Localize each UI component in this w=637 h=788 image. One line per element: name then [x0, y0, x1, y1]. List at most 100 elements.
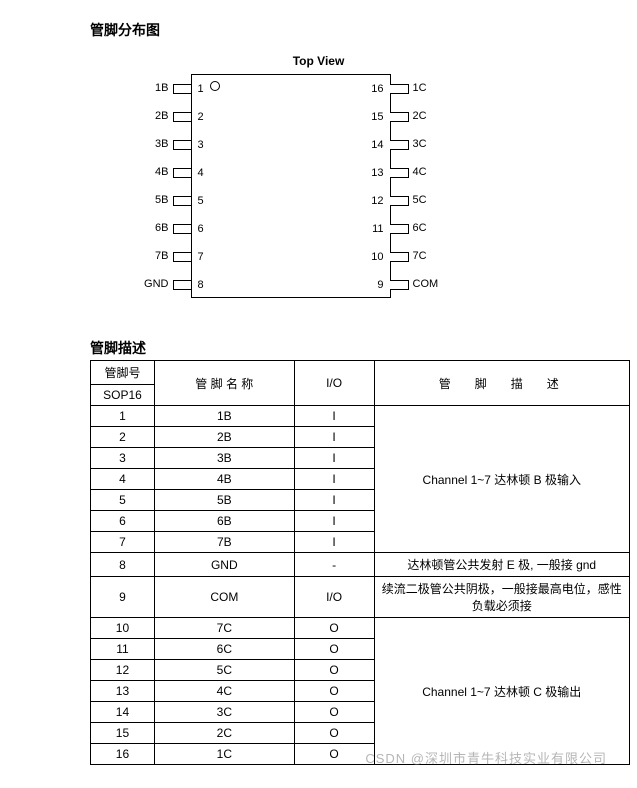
pin-label: 4C	[413, 158, 443, 186]
cell-pinno: 1	[91, 406, 155, 427]
pin-leg	[173, 102, 191, 130]
cell-name: 4C	[154, 681, 294, 702]
pin-number: 7	[198, 243, 204, 271]
pin-leg	[173, 242, 191, 270]
cell-pinno: 3	[91, 448, 155, 469]
pin-label: 1C	[413, 74, 443, 102]
pin-number: 14	[371, 131, 383, 159]
cell-pinno: 10	[91, 618, 155, 639]
right-pin-numbers: 16 15 14 13 12 11 10 9	[371, 75, 383, 297]
pin-label: 7B	[139, 242, 169, 270]
cell-desc: 续流二极管公共阴极，一般接最高电位，感性负载必须接	[374, 577, 629, 618]
cell-io: O	[294, 660, 374, 681]
pin-number: 15	[371, 103, 383, 131]
pin-leg	[391, 102, 409, 130]
pin-label: 5C	[413, 186, 443, 214]
table-row: 9 COM I/O 续流二极管公共阴极，一般接最高电位，感性负载必须接	[91, 577, 630, 618]
pin-label: COM	[413, 270, 443, 298]
pin-label: 3B	[139, 130, 169, 158]
cell-name: GND	[154, 553, 294, 577]
pin-leg	[391, 270, 409, 298]
cell-io: I	[294, 427, 374, 448]
cell-pinno: 11	[91, 639, 155, 660]
pin-number: 3	[198, 131, 204, 159]
pin-number: 4	[198, 159, 204, 187]
section-title-pinout: 管脚分布图	[90, 20, 617, 40]
pin-label: 7C	[413, 242, 443, 270]
right-pin-labels: 1C 2C 3C 4C 5C 6C 7C COM	[409, 74, 443, 298]
pin-leg	[173, 130, 191, 158]
cell-name: 3C	[154, 702, 294, 723]
cell-io: I	[294, 406, 374, 427]
pin-label: 5B	[139, 186, 169, 214]
cell-name: 2C	[154, 723, 294, 744]
pin-leg	[391, 186, 409, 214]
pin-leg	[391, 130, 409, 158]
table-row: 1 1B I Channel 1~7 达林顿 B 极输入	[91, 406, 630, 427]
pin-number: 11	[371, 215, 383, 243]
pin-label: 3C	[413, 130, 443, 158]
cell-desc-group2: Channel 1~7 达林顿 C 极输出	[374, 618, 629, 765]
section-title-desc: 管脚描述	[90, 338, 617, 358]
cell-pinno: 16	[91, 744, 155, 765]
pin-number: 16	[371, 75, 383, 103]
cell-pinno: 6	[91, 511, 155, 532]
cell-name: COM	[154, 577, 294, 618]
cell-name: 6B	[154, 511, 294, 532]
pin-leg	[173, 270, 191, 298]
cell-io: I	[294, 448, 374, 469]
cell-pinno: 15	[91, 723, 155, 744]
table-header-row: 管脚号 管 脚 名 称 I/O 管 脚 描 述	[91, 361, 630, 385]
cell-name: 5B	[154, 490, 294, 511]
cell-io: O	[294, 702, 374, 723]
left-pin-legs	[173, 74, 191, 298]
cell-pinno: 4	[91, 469, 155, 490]
cell-desc-group1: Channel 1~7 达林顿 B 极输入	[374, 406, 629, 553]
pin-leg	[391, 242, 409, 270]
cell-name: 1B	[154, 406, 294, 427]
pin-leg	[391, 158, 409, 186]
pin-label: 4B	[139, 158, 169, 186]
cell-name: 1C	[154, 744, 294, 765]
pin-label: 6C	[413, 214, 443, 242]
pin1-marker	[210, 81, 220, 91]
cell-io: I	[294, 469, 374, 490]
cell-io: I	[294, 490, 374, 511]
th-name: 管 脚 名 称	[154, 361, 294, 406]
cell-io: O	[294, 681, 374, 702]
cell-io: O	[294, 744, 374, 765]
pin-label: 2B	[139, 102, 169, 130]
cell-name: 2B	[154, 427, 294, 448]
pin-label: 1B	[139, 74, 169, 102]
pin-leg	[173, 74, 191, 102]
pin-leg	[173, 186, 191, 214]
th-pinno-bot: SOP16	[91, 385, 155, 406]
cell-pinno: 7	[91, 532, 155, 553]
cell-name: 3B	[154, 448, 294, 469]
cell-pinno: 2	[91, 427, 155, 448]
cell-name: 7C	[154, 618, 294, 639]
left-pin-numbers: 1 2 3 4 5 6 7 8	[198, 75, 204, 297]
cell-name: 7B	[154, 532, 294, 553]
pin-leg	[391, 74, 409, 102]
pin-number: 1	[198, 75, 204, 103]
chip-body: 1 2 3 4 5 6 7 8 16 15 14 13 12 11 10	[191, 74, 391, 298]
pin-leg	[391, 214, 409, 242]
table-row: 8 GND - 达林顿管公共发射 E 极, 一般接 gnd	[91, 553, 630, 577]
pin-label: GND	[139, 270, 169, 298]
pin-number: 12	[371, 187, 383, 215]
pin-label: 6B	[139, 214, 169, 242]
cell-pinno: 5	[91, 490, 155, 511]
cell-desc: 达林顿管公共发射 E 极, 一般接 gnd	[374, 553, 629, 577]
pin-number: 6	[198, 215, 204, 243]
cell-io: I	[294, 532, 374, 553]
pin-number: 5	[198, 187, 204, 215]
cell-io: O	[294, 723, 374, 744]
cell-pinno: 14	[91, 702, 155, 723]
cell-pinno: 8	[91, 553, 155, 577]
table-row: 10 7C O Channel 1~7 达林顿 C 极输出	[91, 618, 630, 639]
pinout-diagram: Top View 1B 2B 3B 4B 5B 6B 7B GND	[20, 50, 617, 298]
pin-number: 2	[198, 103, 204, 131]
right-pin-legs	[391, 74, 409, 298]
th-io: I/O	[294, 361, 374, 406]
